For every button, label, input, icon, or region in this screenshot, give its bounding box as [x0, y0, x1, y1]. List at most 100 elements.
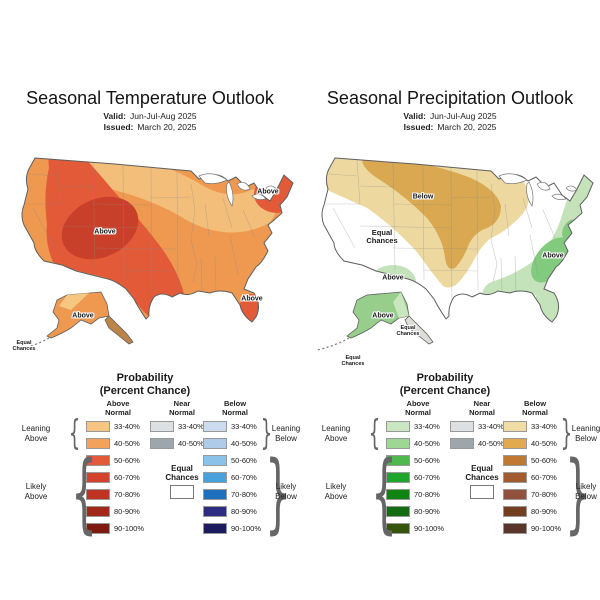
legend-row: 90-100%	[86, 520, 150, 537]
map-label-above-alaska: Above	[72, 312, 94, 320]
legend-row-label: 33-40%	[178, 422, 204, 431]
issued-value: March 20, 2025	[137, 121, 197, 132]
legend-subtitle: (Percent Chance)	[99, 385, 191, 397]
equal-chances-swatch	[470, 485, 494, 499]
legend-row: 40-50%	[503, 435, 567, 452]
legend-swatch	[450, 438, 474, 449]
legend-row: 80-90%	[86, 503, 150, 520]
legend-row-label: 40-50%	[414, 439, 440, 448]
legend-likely-above-label: Likely Above	[324, 482, 348, 501]
state-borders	[23, 159, 256, 311]
legend-row-label: 40-50%	[114, 439, 140, 448]
legend-swatch	[86, 523, 110, 534]
legend-row: 60-70%	[86, 469, 150, 486]
legend-row-label: 80-90%	[414, 507, 440, 516]
legend-swatch	[503, 455, 527, 466]
legend-row-label: 40-50%	[478, 439, 504, 448]
legend-row-label: 50-60%	[531, 456, 557, 465]
map-label-above-florida: Above	[241, 295, 263, 303]
likely-below-brace: }	[265, 443, 292, 544]
legend-row-label: 40-50%	[178, 439, 204, 448]
legend-swatch	[203, 438, 227, 449]
legend-column-below-normal: Below Normal 33-40% 40-50% 50-60% 60-70%…	[503, 399, 567, 537]
zone-above-33-40-florida	[534, 286, 562, 322]
legend-column-near-normal: Near Normal 33-40% 40-50% Equal Chances	[150, 399, 214, 499]
legend-row-label: 60-70%	[231, 473, 257, 482]
legend-swatch	[150, 438, 174, 449]
lake-huron	[536, 182, 551, 191]
legend-row: 70-80%	[503, 486, 567, 503]
temperature-outlook-panel: Seasonal Temperature Outlook Valid: Jun-J…	[0, 88, 301, 544]
column-header-near: Near Normal	[169, 399, 195, 417]
legend-swatch	[86, 421, 110, 432]
legend-swatch	[386, 421, 410, 432]
legend-row: 40-50%	[386, 435, 450, 452]
legend-swatch	[386, 489, 410, 500]
alaska-panhandle	[404, 315, 434, 345]
legend-row: 60-70%	[203, 469, 267, 486]
map-label-equal-chances-panhandle: Equal Chances	[396, 325, 420, 337]
legend-row-label: 60-70%	[114, 473, 140, 482]
valid-value: Jun-Jul-Aug 2025	[430, 111, 497, 121]
legend-swatch	[203, 489, 227, 500]
legend-swatch	[86, 489, 110, 500]
page-title: Seasonal Precipitation Outlook	[326, 88, 574, 108]
legend-column-below-normal: Below Normal 33-40% 40-50% 50-60% 60-70%…	[203, 399, 267, 537]
legend-leaning-above-label: Leaning Above	[321, 424, 351, 443]
legend-row-label: 40-50%	[231, 439, 257, 448]
legend-row: 80-90%	[503, 503, 567, 520]
valid-label: Valid:	[103, 111, 127, 121]
legend-row: 40-50%	[450, 435, 514, 452]
legend-row-label: 60-70%	[531, 473, 557, 482]
legend-swatch	[386, 438, 410, 449]
legend-row: 33-40%	[203, 418, 267, 435]
leaning-below-brace: }	[260, 412, 273, 453]
leaning-below-brace: }	[560, 412, 573, 453]
legend-row: 70-80%	[386, 486, 450, 503]
map-label-above-texas: Above	[382, 274, 404, 282]
zone-above-33-40-band	[56, 158, 276, 233]
legend-column-above-normal: Above Normal 33-40% 40-50% 50-60% 60-70%…	[386, 399, 450, 537]
lake-ontario	[265, 185, 278, 192]
legend-row: 70-80%	[86, 486, 150, 503]
legend-row-label: 80-90%	[114, 507, 140, 516]
lake-superior	[198, 173, 228, 184]
issued-line: Issued: March 20, 2025	[0, 122, 300, 133]
legend-swatch	[203, 506, 227, 517]
legend-swatch	[386, 455, 410, 466]
equal-chances-block: Equal Chances	[450, 464, 514, 499]
legend-swatch	[86, 472, 110, 483]
legend-row-label: 70-80%	[531, 490, 557, 499]
legend-row: 50-60%	[503, 452, 567, 469]
legend-row: 80-90%	[203, 503, 267, 520]
column-header-below: Below Normal	[522, 399, 548, 417]
aleutian-islands	[316, 337, 350, 351]
legend-likely-below-label: Likely Below	[275, 482, 297, 501]
alaska-group	[316, 291, 434, 351]
leaning-above-brace: {	[68, 412, 81, 453]
page-title: Seasonal Temperature Outlook	[26, 88, 274, 108]
legend-leaning-below-label: Leaning Below	[571, 424, 600, 443]
valid-label: Valid:	[403, 111, 427, 121]
leaning-above-brace: {	[368, 412, 381, 453]
legend-swatch	[386, 506, 410, 517]
legend-row-label: 60-70%	[414, 473, 440, 482]
alaska-northwest-band	[59, 293, 89, 310]
legend-row-label: 90-100%	[231, 524, 262, 533]
legend-row: 90-100%	[386, 520, 450, 537]
legend-swatch	[503, 438, 527, 449]
legend-column-near-normal: Near Normal 33-40% 40-50% Equal Chances	[450, 399, 514, 499]
legend-swatch	[150, 421, 174, 432]
issued-label: Issued:	[403, 121, 434, 132]
precipitation-map-area: Below Equal Chances Above Above Above Eq…	[300, 0, 600, 600]
legend-swatch	[503, 523, 527, 534]
state-borders	[323, 159, 556, 311]
legend-row: 50-60%	[386, 452, 450, 469]
equal-chances-label: Equal Chances	[165, 464, 199, 482]
legend-leaning-above-label: Leaning Above	[21, 424, 51, 443]
legend-swatch	[203, 472, 227, 483]
valid-line: Valid: Jun-Jul-Aug 2025	[0, 111, 300, 122]
valid-value: Jun-Jul-Aug 2025	[130, 111, 197, 121]
legend-row-label: 33-40%	[231, 422, 257, 431]
precipitation-legend: Probability (Percent Chance) Above Norma…	[300, 372, 600, 547]
